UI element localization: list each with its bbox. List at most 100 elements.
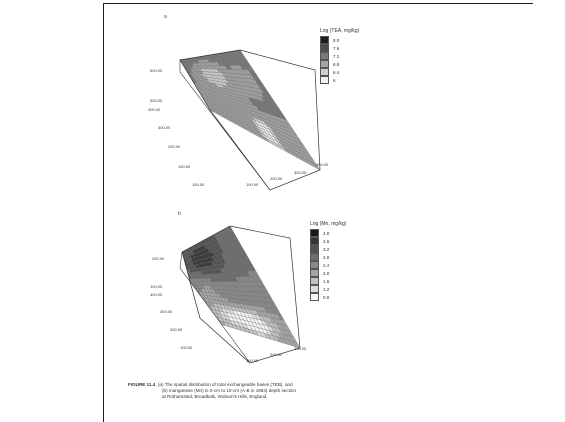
surface-cell — [203, 55, 208, 60]
surface-cell — [234, 281, 241, 287]
surface-cell — [252, 309, 259, 316]
surface-cell — [206, 99, 212, 104]
surface-cell — [215, 285, 221, 290]
surface-cell — [220, 230, 225, 237]
surface-cell — [210, 72, 216, 76]
surface-cell — [261, 125, 268, 132]
surface-cell — [224, 56, 230, 62]
surface-cell — [247, 65, 254, 70]
surface-cell — [207, 55, 213, 59]
legend-swatch — [320, 36, 329, 44]
surface-cell — [221, 72, 227, 77]
surface-cell — [187, 72, 192, 75]
surface-cell — [264, 135, 272, 141]
surface-cell — [200, 80, 205, 84]
surface-cell — [206, 90, 212, 94]
surface-cell — [219, 89, 225, 94]
surface-cell — [260, 88, 267, 95]
legend-label: 1.6 — [323, 278, 330, 284]
surface-shading-a — [180, 50, 320, 170]
surface-cell — [259, 107, 267, 113]
surface-cell — [205, 55, 210, 60]
surface-cell — [214, 289, 219, 294]
surface-cell — [248, 94, 255, 100]
surface-cell — [220, 263, 226, 269]
surface-cell — [217, 104, 223, 109]
legend-row-list: 4.0 3.6 3.2 2.8 2.4 2.0 1.6 1.2 0.8 — [310, 229, 346, 301]
surface-cell — [239, 108, 246, 114]
surface-cell — [244, 99, 250, 105]
surface-cell — [209, 58, 215, 63]
surface-cell — [242, 89, 249, 95]
surface-cell — [279, 121, 287, 128]
surface-cell — [254, 87, 261, 94]
surface-cell — [199, 259, 204, 264]
surface-cell — [271, 121, 279, 128]
surface-cell — [192, 278, 197, 282]
surface-cell — [217, 307, 224, 312]
surface-cell — [200, 59, 205, 63]
surface-cell — [238, 103, 245, 109]
surface-cell — [194, 244, 198, 250]
surface-cell — [235, 93, 241, 99]
surface-cell — [279, 117, 287, 124]
surface-cell — [241, 307, 248, 314]
surface-cell — [249, 305, 256, 311]
surface-cell — [238, 260, 245, 267]
surface-cell — [266, 109, 273, 116]
surface-cell — [247, 313, 254, 319]
legend-row: 1.6 — [310, 277, 346, 285]
surface-cell — [204, 87, 210, 92]
surface-cell — [207, 247, 212, 253]
surface-cell — [221, 285, 227, 291]
surface-cell — [198, 56, 203, 60]
surface-cell — [236, 60, 243, 66]
surface-cell — [220, 304, 226, 309]
surface-cell — [260, 84, 267, 90]
surface-cell — [267, 131, 275, 138]
surface-cell — [226, 312, 233, 318]
surface-cell — [228, 281, 235, 287]
surface-cell — [220, 281, 225, 286]
surface-cell — [205, 266, 210, 271]
surface-cell — [252, 128, 259, 135]
surface-cell — [186, 58, 191, 62]
surface-cell — [218, 72, 224, 77]
surface-cell — [189, 63, 194, 67]
surface-cell — [191, 74, 196, 78]
legend-row: 6.8 — [320, 60, 359, 68]
surface-cell — [212, 99, 218, 105]
surface-cell — [245, 308, 252, 314]
surface-cell — [228, 104, 235, 110]
surface-cell — [218, 237, 224, 244]
surface-cell — [224, 69, 230, 74]
surface-cell — [282, 125, 290, 132]
surface-cell — [242, 92, 248, 98]
surface-cell — [250, 101, 257, 107]
surface-cell — [258, 129, 265, 135]
surface-cell — [223, 321, 230, 327]
surface-cell — [195, 81, 201, 85]
surface-cell — [232, 106, 238, 111]
surface-cell — [285, 130, 293, 137]
surface-cell — [222, 111, 228, 117]
surface-cell — [253, 122, 260, 128]
mesh-line — [196, 305, 288, 326]
surface-cell — [210, 241, 215, 247]
surface-cell — [254, 301, 261, 307]
surface-cell — [193, 82, 199, 86]
x-tick-label: 400.00 — [316, 162, 329, 167]
surface-cell — [191, 70, 196, 74]
legend-swatch — [310, 229, 319, 237]
surface-cell — [233, 272, 239, 277]
surface-cell — [251, 74, 258, 80]
surface-cell — [257, 327, 265, 334]
surface-cell — [212, 92, 219, 97]
surface-cell — [196, 281, 201, 286]
surface-cell — [241, 265, 248, 272]
surface-cell — [206, 270, 211, 275]
surface-cell — [230, 298, 236, 304]
surface-cell — [257, 92, 265, 98]
surface-cell — [260, 100, 267, 107]
surface-cell — [233, 121, 240, 127]
